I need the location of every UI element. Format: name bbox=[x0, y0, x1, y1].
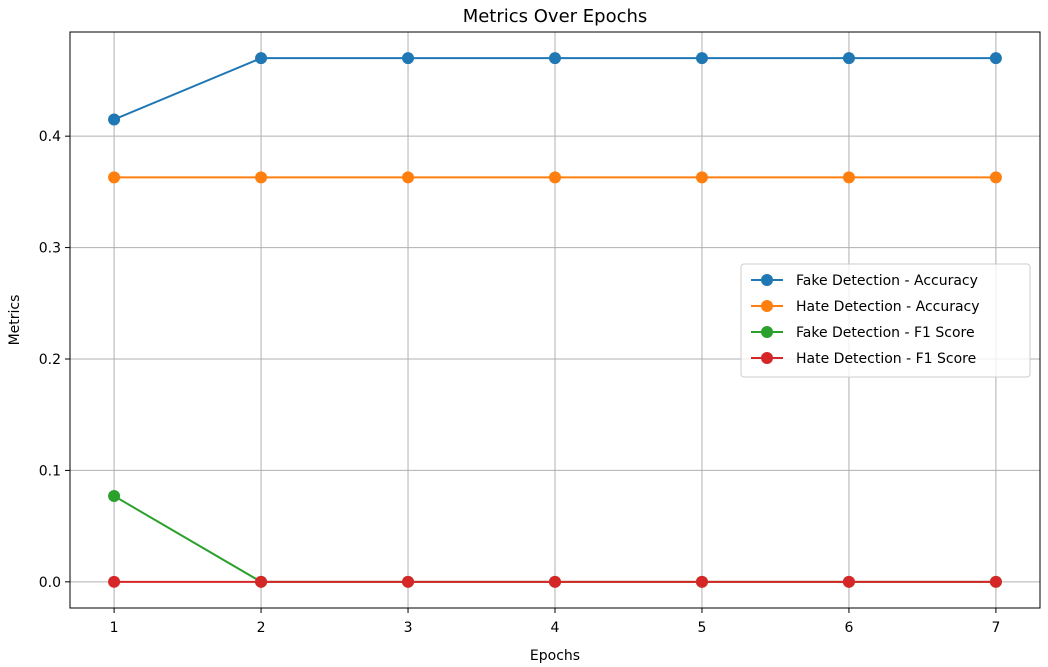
data-point bbox=[549, 52, 561, 65]
series-3 bbox=[108, 575, 1002, 588]
data-point bbox=[989, 575, 1002, 588]
legend-label: Hate Detection - Accuracy bbox=[796, 299, 980, 315]
legend-marker bbox=[761, 326, 773, 338]
legend-box bbox=[740, 263, 1031, 378]
data-point bbox=[695, 52, 708, 65]
data-point bbox=[402, 171, 415, 184]
x-tick-label: 4 bbox=[551, 620, 560, 636]
series-layer bbox=[108, 52, 1002, 588]
y-tick-label: 0.1 bbox=[39, 463, 61, 479]
x-tick-label: 5 bbox=[698, 620, 707, 636]
data-point bbox=[108, 490, 121, 503]
data-point bbox=[255, 575, 268, 588]
x-tick-label: 1 bbox=[110, 620, 119, 636]
data-point bbox=[108, 113, 121, 126]
legend-label: Hate Detection - F1 Score bbox=[796, 351, 976, 367]
data-point bbox=[549, 575, 561, 588]
data-point bbox=[108, 575, 121, 588]
series-1 bbox=[108, 171, 1002, 184]
data-point bbox=[549, 171, 561, 184]
x-tick-label: 7 bbox=[991, 620, 1000, 636]
y-tick-label: 0.4 bbox=[39, 129, 61, 145]
data-point bbox=[402, 575, 415, 588]
data-point bbox=[108, 171, 121, 184]
data-point bbox=[402, 52, 415, 65]
legend-label: Fake Detection - F1 Score bbox=[796, 325, 975, 341]
data-point bbox=[695, 575, 708, 588]
x-tick-label: 2 bbox=[257, 620, 266, 636]
y-tick-label: 0.3 bbox=[39, 241, 61, 257]
legend-marker bbox=[761, 352, 773, 364]
y-axis-label: Metrics bbox=[7, 295, 23, 346]
ticks: 1 2 3 4 5 6 7 0.0 0.1 0.2 0.3 0.4 bbox=[39, 129, 1001, 636]
series-0 bbox=[108, 52, 1002, 126]
data-point bbox=[255, 52, 268, 65]
y-tick-label: 0.0 bbox=[39, 575, 61, 591]
y-tick-label: 0.2 bbox=[39, 352, 61, 368]
legend: Fake Detection - Accuracy Hate Detection … bbox=[740, 263, 1031, 378]
data-point bbox=[842, 575, 855, 588]
legend-marker bbox=[761, 274, 773, 286]
x-axis-label: Epochs bbox=[530, 648, 580, 664]
data-point bbox=[989, 171, 1002, 184]
x-tick-label: 3 bbox=[404, 620, 413, 636]
data-point bbox=[989, 52, 1002, 65]
data-point bbox=[695, 171, 708, 184]
data-point bbox=[842, 171, 855, 184]
legend-label: Fake Detection - Accuracy bbox=[796, 273, 978, 289]
legend-marker bbox=[761, 300, 773, 312]
x-tick-label: 6 bbox=[844, 620, 853, 636]
data-point bbox=[842, 52, 855, 65]
chart-title: Metrics Over Epochs bbox=[463, 6, 648, 27]
data-point bbox=[255, 171, 268, 184]
